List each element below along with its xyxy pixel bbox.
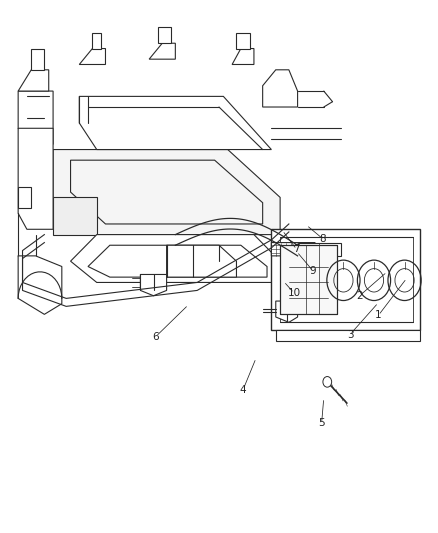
Polygon shape bbox=[92, 33, 101, 49]
Polygon shape bbox=[18, 70, 49, 91]
Polygon shape bbox=[166, 245, 237, 277]
Polygon shape bbox=[297, 243, 341, 256]
Text: 4: 4 bbox=[240, 385, 246, 395]
Polygon shape bbox=[18, 256, 62, 314]
Circle shape bbox=[323, 376, 332, 387]
Polygon shape bbox=[149, 43, 175, 59]
Text: 2: 2 bbox=[356, 290, 363, 301]
Polygon shape bbox=[272, 243, 315, 256]
Text: 10: 10 bbox=[287, 288, 300, 298]
Polygon shape bbox=[53, 197, 97, 235]
Text: 8: 8 bbox=[320, 234, 326, 244]
Text: 6: 6 bbox=[152, 332, 159, 342]
Polygon shape bbox=[18, 91, 53, 144]
Polygon shape bbox=[79, 96, 272, 150]
Polygon shape bbox=[237, 33, 250, 49]
Text: 5: 5 bbox=[318, 418, 325, 429]
Polygon shape bbox=[158, 27, 171, 43]
Polygon shape bbox=[31, 49, 44, 70]
Text: 9: 9 bbox=[310, 266, 316, 276]
Polygon shape bbox=[71, 235, 280, 282]
Polygon shape bbox=[18, 128, 53, 229]
Text: 1: 1 bbox=[375, 310, 381, 320]
Text: 3: 3 bbox=[346, 329, 353, 340]
Polygon shape bbox=[141, 274, 166, 296]
Polygon shape bbox=[18, 187, 31, 208]
Polygon shape bbox=[272, 229, 420, 330]
Polygon shape bbox=[79, 49, 106, 64]
Polygon shape bbox=[276, 330, 420, 341]
Polygon shape bbox=[232, 49, 254, 64]
Polygon shape bbox=[280, 245, 337, 314]
Polygon shape bbox=[276, 301, 297, 322]
Polygon shape bbox=[263, 70, 297, 107]
Text: 7: 7 bbox=[293, 245, 300, 254]
Polygon shape bbox=[53, 150, 280, 235]
